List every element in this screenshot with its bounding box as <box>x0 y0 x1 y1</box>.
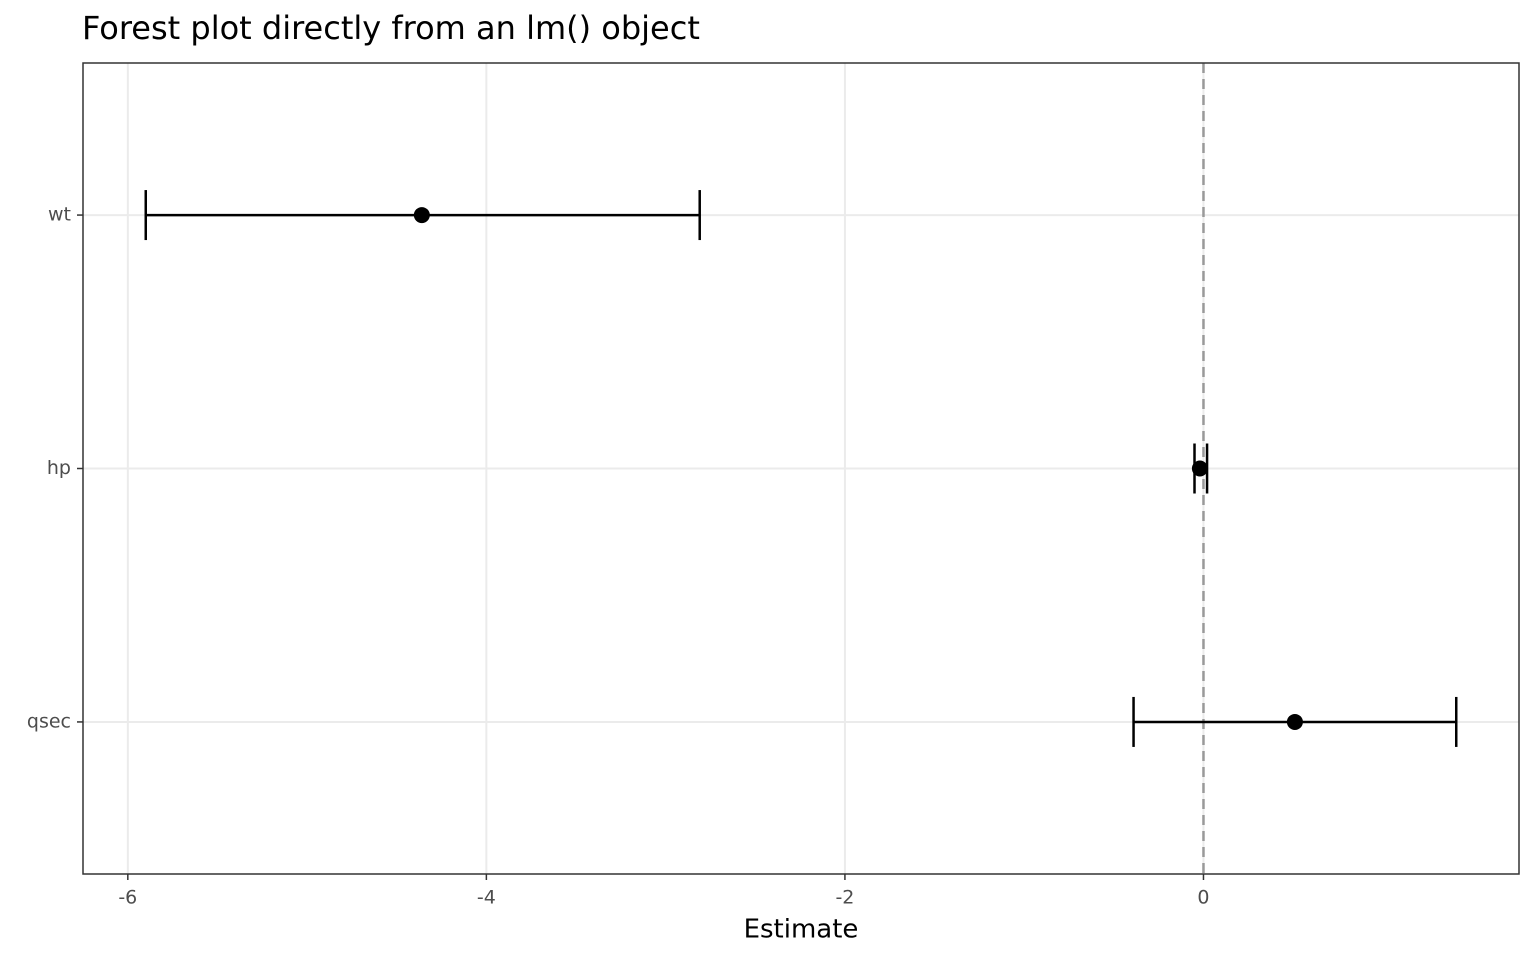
x-tick-label: 0 <box>1197 887 1209 909</box>
x-tick-label: -2 <box>835 887 854 909</box>
point <box>413 207 430 224</box>
panel-border <box>82 62 1520 875</box>
x-tick-label: -6 <box>118 887 137 909</box>
point <box>1191 460 1208 477</box>
x-tick-label: -4 <box>477 887 496 909</box>
y-tick-label: wt <box>48 204 71 226</box>
chart-title: Forest plot directly from an lm() object <box>82 9 700 47</box>
x-axis-title: Estimate <box>744 915 859 945</box>
y-tick-label: qsec <box>27 710 71 732</box>
y-tick-label: hp <box>47 457 71 479</box>
point <box>1286 713 1303 730</box>
